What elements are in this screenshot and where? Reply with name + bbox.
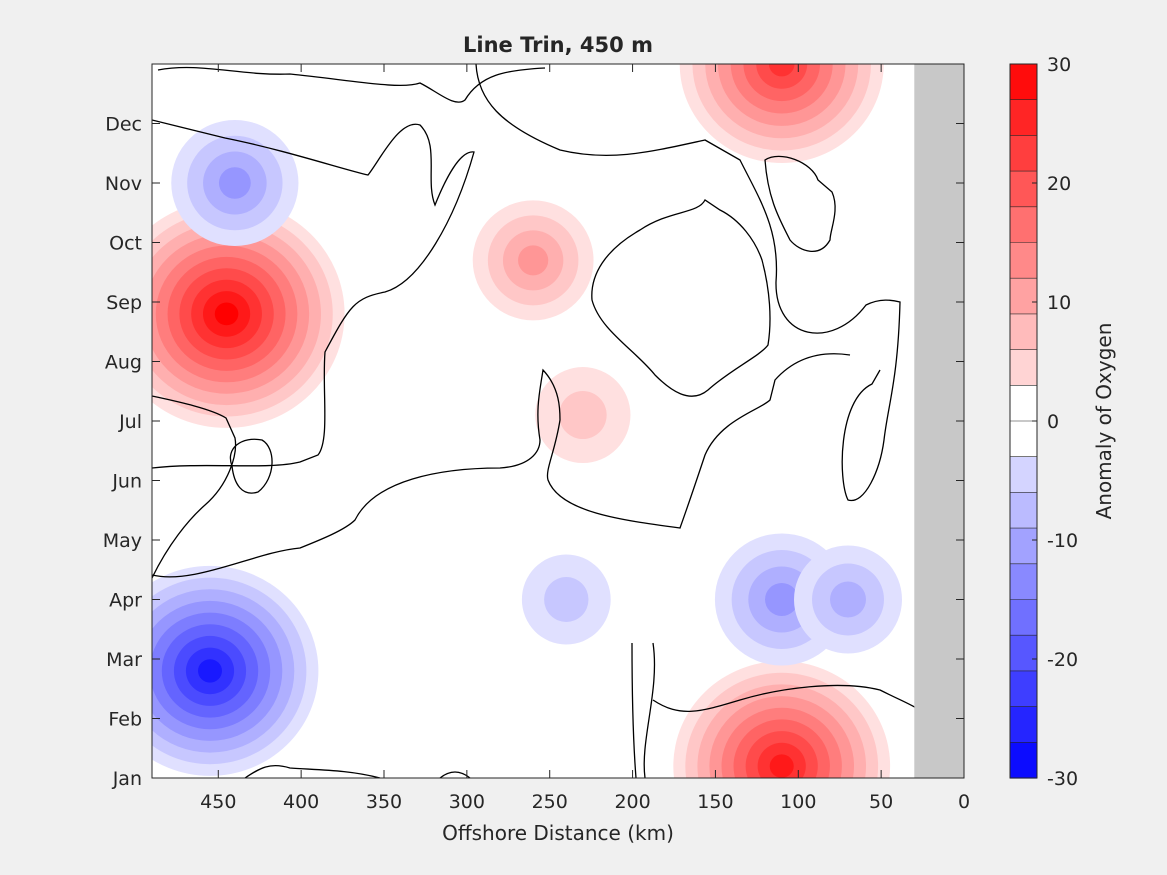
zero-contour: [439, 771, 471, 778]
colorbar-tick-label: 10: [1047, 292, 1071, 314]
y-tick-label: Jul: [118, 411, 142, 433]
x-tick-label: 350: [366, 791, 402, 813]
colorbar-level: [1010, 456, 1037, 493]
x-tick-label: 200: [614, 791, 650, 813]
colorbar-label: Anomaly of Oxygen: [1092, 323, 1116, 520]
colorbar-tick-label: 0: [1047, 411, 1059, 433]
zero-contour: [475, 64, 901, 501]
zero-contour: [152, 353, 851, 578]
contour-level: [830, 581, 866, 618]
contour-level: [768, 64, 795, 77]
colorbar-level: [1010, 421, 1037, 458]
y-tick-label: Oct: [109, 233, 142, 255]
anomaly-negative-9: [521, 554, 611, 645]
anomaly-positive-3: [472, 200, 594, 321]
zero-contour: [652, 684, 917, 712]
colorbar: 30 20 10 0 -10 -20 -30 Anomaly of Oxygen: [1009, 54, 1116, 790]
zero-contour: [152, 395, 237, 579]
colorbar-tick-label: -20: [1047, 649, 1078, 671]
contour-level: [218, 167, 251, 199]
anomaly-negative-2: [171, 120, 299, 246]
x-tick-label: 250: [532, 791, 568, 813]
colorbar-tick-label: 30: [1047, 54, 1071, 76]
y-tick-label: Mar: [106, 649, 142, 671]
colorbar-level: [1010, 206, 1037, 244]
colorbar-level: [1010, 135, 1037, 172]
anomaly-positive-4: [535, 367, 631, 464]
anomaly-negative-1: [152, 565, 319, 776]
y-tick-label: May: [103, 530, 142, 552]
anomaly-positive-0: [152, 199, 345, 428]
y-tick-label: Sep: [106, 292, 142, 314]
y-tick-label: Aug: [105, 352, 142, 374]
colorbar-level: [1010, 563, 1037, 601]
colorbar-level: [1010, 706, 1037, 743]
contour-level: [765, 583, 799, 616]
colorbar-level: [1010, 349, 1037, 386]
y-tick-label: Jun: [111, 471, 142, 493]
x-tick-label: 400: [283, 791, 319, 813]
colorbar-level: [1010, 670, 1037, 708]
colorbar-level: [1010, 313, 1037, 351]
anomaly-positive-5: [673, 661, 891, 778]
colorbar-level: [1010, 742, 1037, 779]
x-tick-label: 0: [958, 791, 970, 813]
colorbar-tick-label: -10: [1047, 530, 1078, 552]
chart-title: Line Trin, 450 m: [463, 33, 653, 57]
colorbar-level: [1010, 385, 1037, 422]
colorbar-tick-label: 20: [1047, 173, 1071, 195]
zero-contour: [591, 199, 771, 397]
x-tick-label: 450: [200, 791, 236, 813]
anomaly-negative-8: [794, 545, 902, 654]
contour-level: [214, 302, 239, 326]
colorbar-level: [1010, 492, 1037, 529]
contour-level: [198, 659, 222, 683]
contour-level: [769, 754, 794, 778]
y-axis-ticks: Jan Feb Mar Apr May Jun Jul Aug Sep Oct Nov Dec: [103, 114, 964, 790]
plot-frame: [151, 63, 965, 779]
y-tick-label: Jan: [112, 768, 142, 790]
contour-level: [559, 391, 607, 440]
x-tick-label: 100: [780, 791, 816, 813]
no-data-mask: [914, 64, 964, 778]
zero-contour-lines: [152, 64, 917, 778]
colorbar-level: [1010, 64, 1037, 101]
colorbar-level: [1010, 528, 1037, 565]
colorbar-ticks: 30 20 10 0 -10 -20 -30: [1032, 54, 1078, 790]
x-tick-label: 50: [869, 791, 893, 813]
anomaly-field: [152, 64, 902, 778]
zero-contour: [244, 764, 381, 778]
colorbar-level: [1010, 599, 1037, 636]
y-tick-label: Dec: [105, 114, 142, 136]
y-tick-label: Feb: [108, 709, 142, 731]
colorbar-level: [1010, 99, 1037, 136]
colorbar-level: [1010, 635, 1037, 672]
x-tick-label: 300: [449, 791, 485, 813]
x-tick-label: 150: [697, 791, 733, 813]
contour-level: [544, 577, 589, 622]
zero-contour: [764, 155, 836, 252]
x-axis-label: Offshore Distance (km): [442, 821, 674, 845]
y-tick-label: Apr: [109, 590, 142, 612]
colorbar-levels: [1010, 63, 1037, 779]
zero-contour: [643, 642, 656, 778]
colorbar-level: [1010, 242, 1037, 279]
x-axis-ticks: 450 400 350 300 250 200 150 100 50 0: [200, 64, 970, 813]
plot-area: 450 400 350 300 250 200 150 100 50 0 Jan Feb Mar Apr…: [103, 63, 970, 813]
contour-level: [518, 245, 549, 276]
colorbar-tick-label: -30: [1047, 768, 1078, 790]
zero-contour: [229, 438, 273, 494]
zero-contour: [152, 119, 475, 469]
colorbar-level: [1010, 171, 1037, 208]
anomaly-positive-6: [679, 64, 884, 163]
zero-contour: [631, 642, 637, 778]
colorbar-level: [1010, 278, 1037, 315]
y-tick-label: Nov: [105, 173, 142, 195]
